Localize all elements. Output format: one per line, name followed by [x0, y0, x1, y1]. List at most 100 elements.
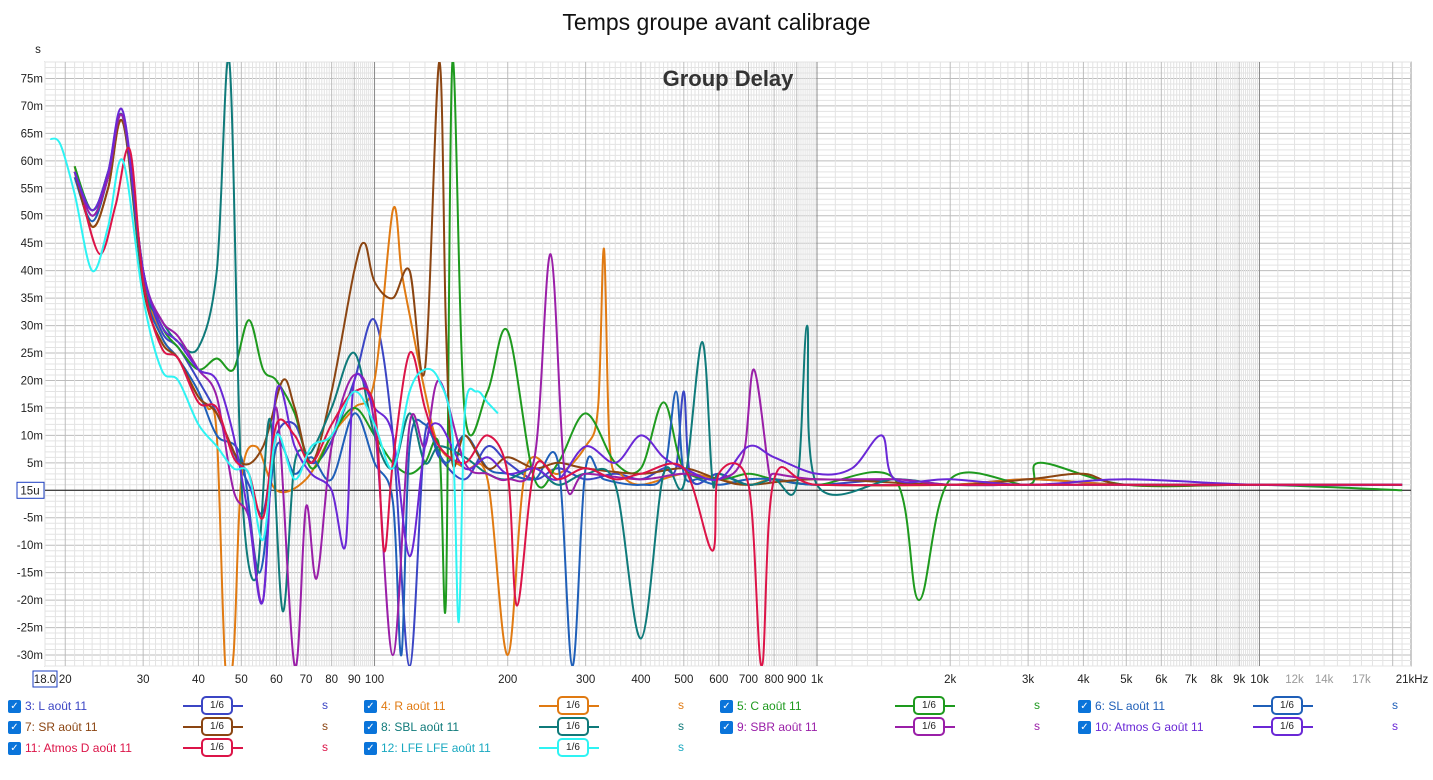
legend-smoothing-button[interactable]: 1/6 [557, 738, 589, 757]
legend-smoothing-button[interactable]: 1/6 [201, 738, 233, 757]
y-tick-label: -25m [17, 623, 43, 635]
legend-unit: s [322, 740, 328, 754]
y-axis-unit: s [35, 44, 41, 56]
legend-item[interactable]: ✓ 4: R août 11 1/6 s [364, 696, 704, 716]
x-tick-label: 80 [325, 674, 338, 686]
legend-checkbox[interactable]: ✓ [1078, 720, 1091, 734]
y-tick-label: -30m [17, 650, 43, 662]
series-line-6[interactable] [73, 58, 1403, 640]
legend-checkbox[interactable]: ✓ [364, 720, 377, 734]
y-tick-label: 60m [21, 156, 43, 168]
y-tick-label: -20m [17, 595, 43, 607]
legend-label: 4: R août 11 [381, 699, 446, 713]
y-tick-label: 25m [21, 348, 43, 360]
x-tick-label: 50 [235, 674, 248, 686]
x-tick-label: 10k [1250, 674, 1269, 686]
x-tick-label: 300 [576, 674, 595, 686]
chart-title: Temps groupe avant calibrage [562, 9, 871, 35]
legend-smoothing-button[interactable]: 1/6 [557, 717, 589, 736]
legend-unit: s [322, 719, 328, 733]
x-tick-label: 8k [1211, 674, 1223, 686]
y-tick-label: 70m [21, 101, 43, 113]
legend-checkbox[interactable]: ✓ [720, 699, 733, 713]
legend-item[interactable]: ✓ 6: SL août 11 1/6 s [1078, 696, 1418, 716]
x-tick-label: 60 [270, 674, 283, 686]
legend-item[interactable]: ✓ 7: SR août 11 1/6 s [8, 717, 348, 737]
x-tick-label: 6k [1155, 674, 1167, 686]
legend-checkbox[interactable]: ✓ [364, 741, 377, 755]
legend-smoothing-button[interactable]: 1/6 [913, 696, 945, 715]
legend-smoothing-button[interactable]: 1/6 [201, 696, 233, 715]
series-line-8[interactable] [73, 107, 1403, 605]
y-tick-label: 40m [21, 266, 43, 278]
legend-smoothing-button[interactable]: 1/6 [201, 717, 233, 736]
axis-layer: s 75m 70m 65m 60m 55m 50m 45m 40m 35m 30m 25m 20m 15m… [16, 44, 1429, 688]
x-tick-label: 800 [765, 674, 784, 686]
x-tick-label: 2k [944, 674, 956, 686]
overlay-title: Group Delay [663, 66, 795, 91]
x-tick-label: 5k [1120, 674, 1132, 686]
legend-checkbox[interactable]: ✓ [720, 720, 733, 734]
x-tick-label: 17k [1352, 674, 1371, 686]
legend-unit: s [678, 740, 684, 754]
x-tick-label: 70 [300, 674, 313, 686]
legend-smoothing-button[interactable]: 1/6 [913, 717, 945, 736]
zero-label-box [16, 481, 45, 499]
legend-checkbox[interactable]: ✓ [364, 699, 377, 713]
x-tick-label: 40 [192, 674, 205, 686]
y-tick-label: -5m [23, 513, 43, 525]
legend-label: 12: LFE LFE août 11 [381, 741, 491, 755]
y-tick-label: 65m [21, 128, 43, 140]
legend-smoothing-button[interactable]: 1/6 [557, 696, 589, 715]
x-tick-label: 400 [631, 674, 650, 686]
y-tick-label: 75m [21, 73, 43, 85]
series-line-5[interactable] [73, 62, 1403, 487]
legend-unit: s [1392, 719, 1398, 733]
legend-label: 3: L août 11 [25, 699, 88, 713]
x-tick-label: 200 [498, 674, 517, 686]
legend-item[interactable]: ✓ 8: SBL août 11 1/6 s [364, 717, 704, 737]
series-line-9[interactable] [82, 146, 1403, 666]
legend-smoothing-button[interactable]: 1/6 [1271, 717, 1303, 736]
legend-label: 11: Atmos D août 11 [25, 741, 132, 755]
y-tick-label: 15m [21, 403, 43, 415]
legend-item[interactable]: ✓ 12: LFE LFE août 11 1/6 s [364, 738, 704, 758]
x-tick-label: 700 [739, 674, 758, 686]
legend-label: 10: Atmos G août 11 [1095, 720, 1204, 734]
y-tick-label: -15m [17, 568, 43, 580]
x-tick-label: 30 [137, 674, 150, 686]
legend-item[interactable]: ✓ 3: L août 11 1/6 s [8, 696, 348, 716]
y-tick-label: 10m [21, 430, 43, 442]
group-delay-chart[interactable]: s 75m 70m 65m 60m 55m 50m 45m 40m 35m 30m 25m 20m 15m… [0, 0, 1433, 700]
legend-item[interactable]: ✓ 5: C août 11 1/6 s [720, 696, 1060, 716]
y-tick-label: 30m [21, 321, 43, 333]
x-tick-label: 90 [348, 674, 361, 686]
legend-unit: s [1392, 698, 1398, 712]
y-tick-label: 50m [21, 211, 43, 223]
legend-checkbox[interactable]: ✓ [1078, 699, 1091, 713]
y-tick-label: 45m [21, 238, 43, 250]
x-tick-label: 1k [811, 674, 823, 686]
legend-label: 6: SL août 11 [1095, 699, 1166, 713]
legend-checkbox[interactable]: ✓ [8, 720, 21, 734]
legend-item[interactable]: ✓ 9: SBR août 11 1/6 s [720, 717, 1060, 737]
legend-checkbox[interactable]: ✓ [8, 699, 21, 713]
range-start-label: 18.0 [34, 674, 56, 686]
legend-checkbox[interactable]: ✓ [8, 741, 21, 755]
legend-label: 9: SBR août 11 [737, 720, 818, 734]
y-tick-label: -10m [17, 540, 43, 552]
series-line-10[interactable] [49, 137, 499, 624]
legend-label: 5: C août 11 [737, 699, 802, 713]
legend-unit: s [678, 698, 684, 712]
x-tick-label: 12k [1285, 674, 1304, 686]
x-tick-label: 20 [59, 674, 72, 686]
legend-item[interactable]: ✓ 10: Atmos G août 11 1/6 s [1078, 717, 1418, 737]
x-tick-label: 100 [365, 674, 384, 686]
legend-item[interactable]: ✓ 11: Atmos D août 11 1/6 s [8, 738, 348, 758]
range-start-box [32, 670, 58, 688]
legend-label: 7: SR août 11 [25, 720, 98, 734]
x-tick-label: 4k [1077, 674, 1089, 686]
legend-smoothing-button[interactable]: 1/6 [1271, 696, 1303, 715]
series-line-7[interactable] [73, 113, 1403, 667]
x-tick-label: 600 [709, 674, 728, 686]
